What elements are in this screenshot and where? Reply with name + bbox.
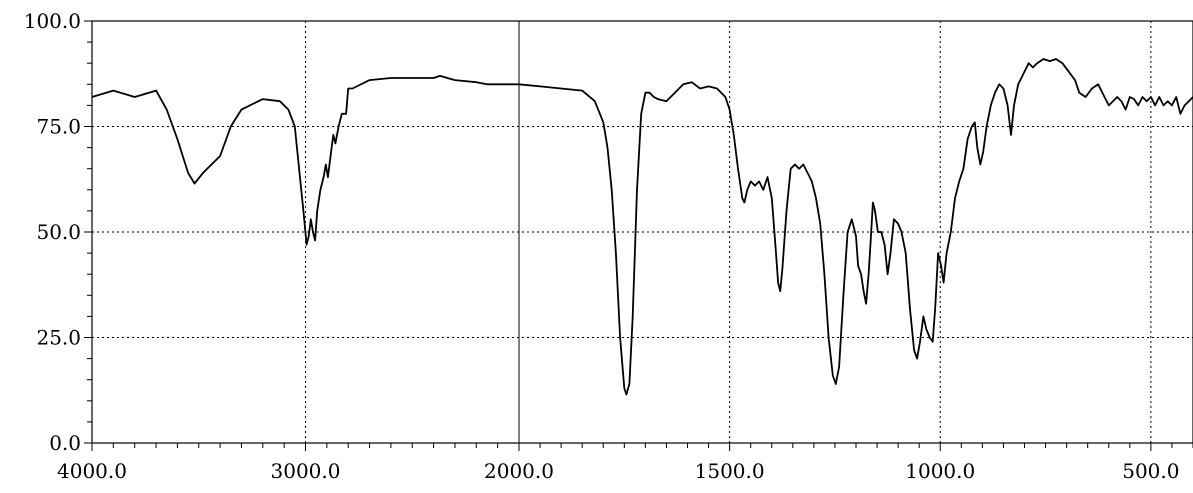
axis-ticks [84, 20, 1193, 451]
x-tick-label: 1500.0 [695, 459, 765, 483]
y-tick-label: 100.0 [24, 9, 81, 33]
x-tick-label: 2000.0 [484, 459, 554, 483]
x-tick-label: 1000.0 [905, 459, 975, 483]
y-tick-label: 50.0 [36, 220, 81, 244]
y-tick-label: 0.0 [49, 431, 81, 455]
spectrum-line [91, 58, 1193, 396]
grid-lines [92, 21, 1193, 443]
y-tick-label: 75.0 [36, 115, 81, 139]
x-tick-label: 3000.0 [271, 459, 341, 483]
x-tick-label: 500.0 [1122, 459, 1179, 483]
tick-labels: 0.0 25.0 50.0 75.0 100.0 4000.0 3000.0 2000.0 15… [24, 9, 1180, 483]
x-tick-label: 4000.0 [57, 459, 127, 483]
y-tick-label: 25.0 [36, 326, 81, 350]
